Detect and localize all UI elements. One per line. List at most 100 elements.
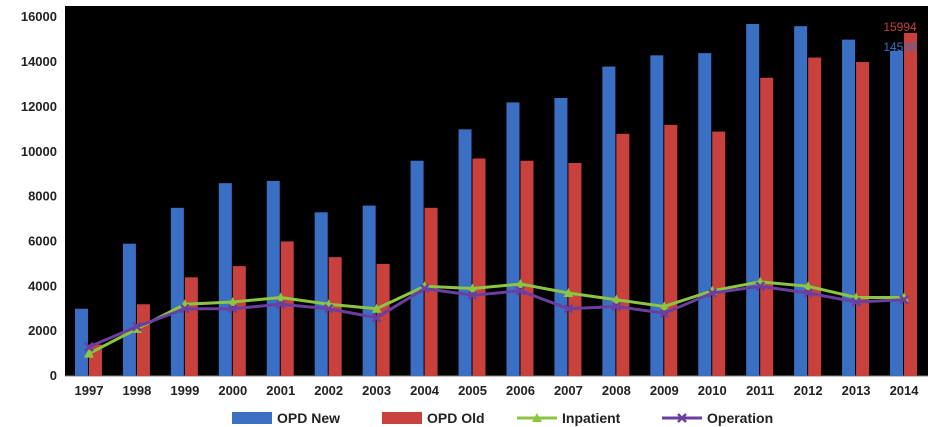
point-operation <box>899 294 909 305</box>
x-tick-label: 2008 <box>602 383 631 398</box>
bar-opd-new <box>74 308 88 376</box>
bar-opd-new <box>506 102 520 376</box>
bar-opd-new <box>890 50 904 377</box>
point-inpatient <box>611 294 622 304</box>
bar-opd-old <box>424 207 438 376</box>
point-inpatient <box>275 292 286 302</box>
bar-opd-old <box>184 277 198 376</box>
bar-opd-old <box>520 160 534 376</box>
bar-opd-new <box>218 183 232 376</box>
point-operation <box>275 299 286 310</box>
line-inpatient <box>88 280 905 355</box>
x-tick-label: 2002 <box>314 383 343 398</box>
y-tick-label: 14000 <box>21 54 57 69</box>
y-tick-label: 16000 <box>21 9 57 24</box>
bar-opd-new <box>410 160 424 376</box>
bar-opd-old <box>568 162 582 376</box>
legend-label-inpatient: Inpatient <box>562 410 621 426</box>
bar-opd-old <box>280 241 294 376</box>
x-tick-label: 2010 <box>698 383 727 398</box>
legend-label-opd-old: OPD Old <box>427 410 485 426</box>
y-tick-label: 4000 <box>28 278 57 293</box>
bar-opd-new <box>362 205 376 376</box>
point-operation <box>371 312 382 323</box>
bar-opd-new <box>602 66 616 376</box>
bar-opd-old <box>136 304 150 376</box>
point-inpatient <box>83 348 94 358</box>
legend-label-operation: Operation <box>707 410 773 426</box>
data-label: 14508 <box>883 40 917 54</box>
bar-opd-old <box>616 133 630 376</box>
point-inpatient <box>659 301 670 311</box>
bar-opd-new <box>698 53 712 376</box>
x-tick-label: 2013 <box>842 383 871 398</box>
point-operation <box>515 285 526 296</box>
point-operation <box>323 303 334 314</box>
x-tick-label: 2003 <box>362 383 391 398</box>
y-tick-label: 6000 <box>28 233 57 248</box>
bar-opd-new <box>458 129 472 376</box>
x-tick-label: 2011 <box>746 383 774 398</box>
x-tick-label: 2000 <box>218 383 247 398</box>
point-inpatient <box>563 288 574 298</box>
point-inpatient <box>467 283 478 293</box>
y-tick-label: 2000 <box>28 323 57 338</box>
x-tick-label: 2004 <box>410 383 440 398</box>
bar-opd-new <box>266 180 280 376</box>
point-operation <box>803 288 814 298</box>
x-tick-label: 2006 <box>506 383 535 398</box>
y-tick-label: 8000 <box>28 189 57 204</box>
bar-opd-old <box>712 131 726 376</box>
bar-opd-old <box>376 263 390 376</box>
bar-opd-new <box>122 243 136 376</box>
bar-opd-new <box>794 26 808 376</box>
plot-background <box>65 6 928 376</box>
point-inpatient <box>227 297 238 306</box>
point-operation <box>84 341 94 352</box>
legend-swatch-opd-old <box>382 412 422 424</box>
y-tick-label: 12000 <box>21 99 57 114</box>
bar-opd-old <box>472 158 486 376</box>
y-tick-label: 0 <box>50 368 57 383</box>
point-inpatient <box>515 279 526 289</box>
bar-opd-new <box>170 207 184 376</box>
point-operation <box>611 301 622 312</box>
y-tick-label: 10000 <box>21 144 57 159</box>
point-operation <box>467 290 478 301</box>
point-operation <box>179 303 190 314</box>
point-operation <box>419 283 430 294</box>
point-operation <box>755 281 766 292</box>
x-tick-label: 2009 <box>650 383 679 398</box>
legend-swatch-opd-new <box>232 412 272 424</box>
point-operation <box>707 288 718 298</box>
bar-opd-new <box>842 39 856 377</box>
line-operation <box>88 284 905 349</box>
point-inpatient <box>803 281 814 291</box>
data-label: 15994 <box>883 20 917 34</box>
bar-opd-old <box>664 124 678 377</box>
bar-opd-new <box>314 212 328 376</box>
bar-opd-old <box>232 266 246 376</box>
x-tick-label: 1998 <box>122 383 151 398</box>
x-tick-label: 2005 <box>458 383 487 398</box>
bar-opd-old <box>760 77 774 377</box>
bar-opd-old <box>856 62 870 376</box>
x-tick-label: 2014 <box>890 383 920 398</box>
bar-opd-old <box>808 57 822 377</box>
x-tick-label: 2007 <box>554 383 583 398</box>
bar-opd-old <box>328 257 342 376</box>
legend-marker-operation <box>677 413 687 423</box>
x-tick-label: 2012 <box>794 383 823 398</box>
legend-label-opd-new: OPD New <box>277 410 340 426</box>
point-operation <box>132 321 142 332</box>
point-operation <box>851 297 861 307</box>
bar-opd-old <box>904 32 918 377</box>
x-tick-label: 1999 <box>170 383 199 398</box>
legend-marker-inpatient <box>532 413 542 422</box>
point-operation <box>563 303 574 314</box>
bar-opd-new <box>650 55 664 376</box>
point-operation <box>659 308 670 319</box>
point-operation <box>227 303 238 314</box>
